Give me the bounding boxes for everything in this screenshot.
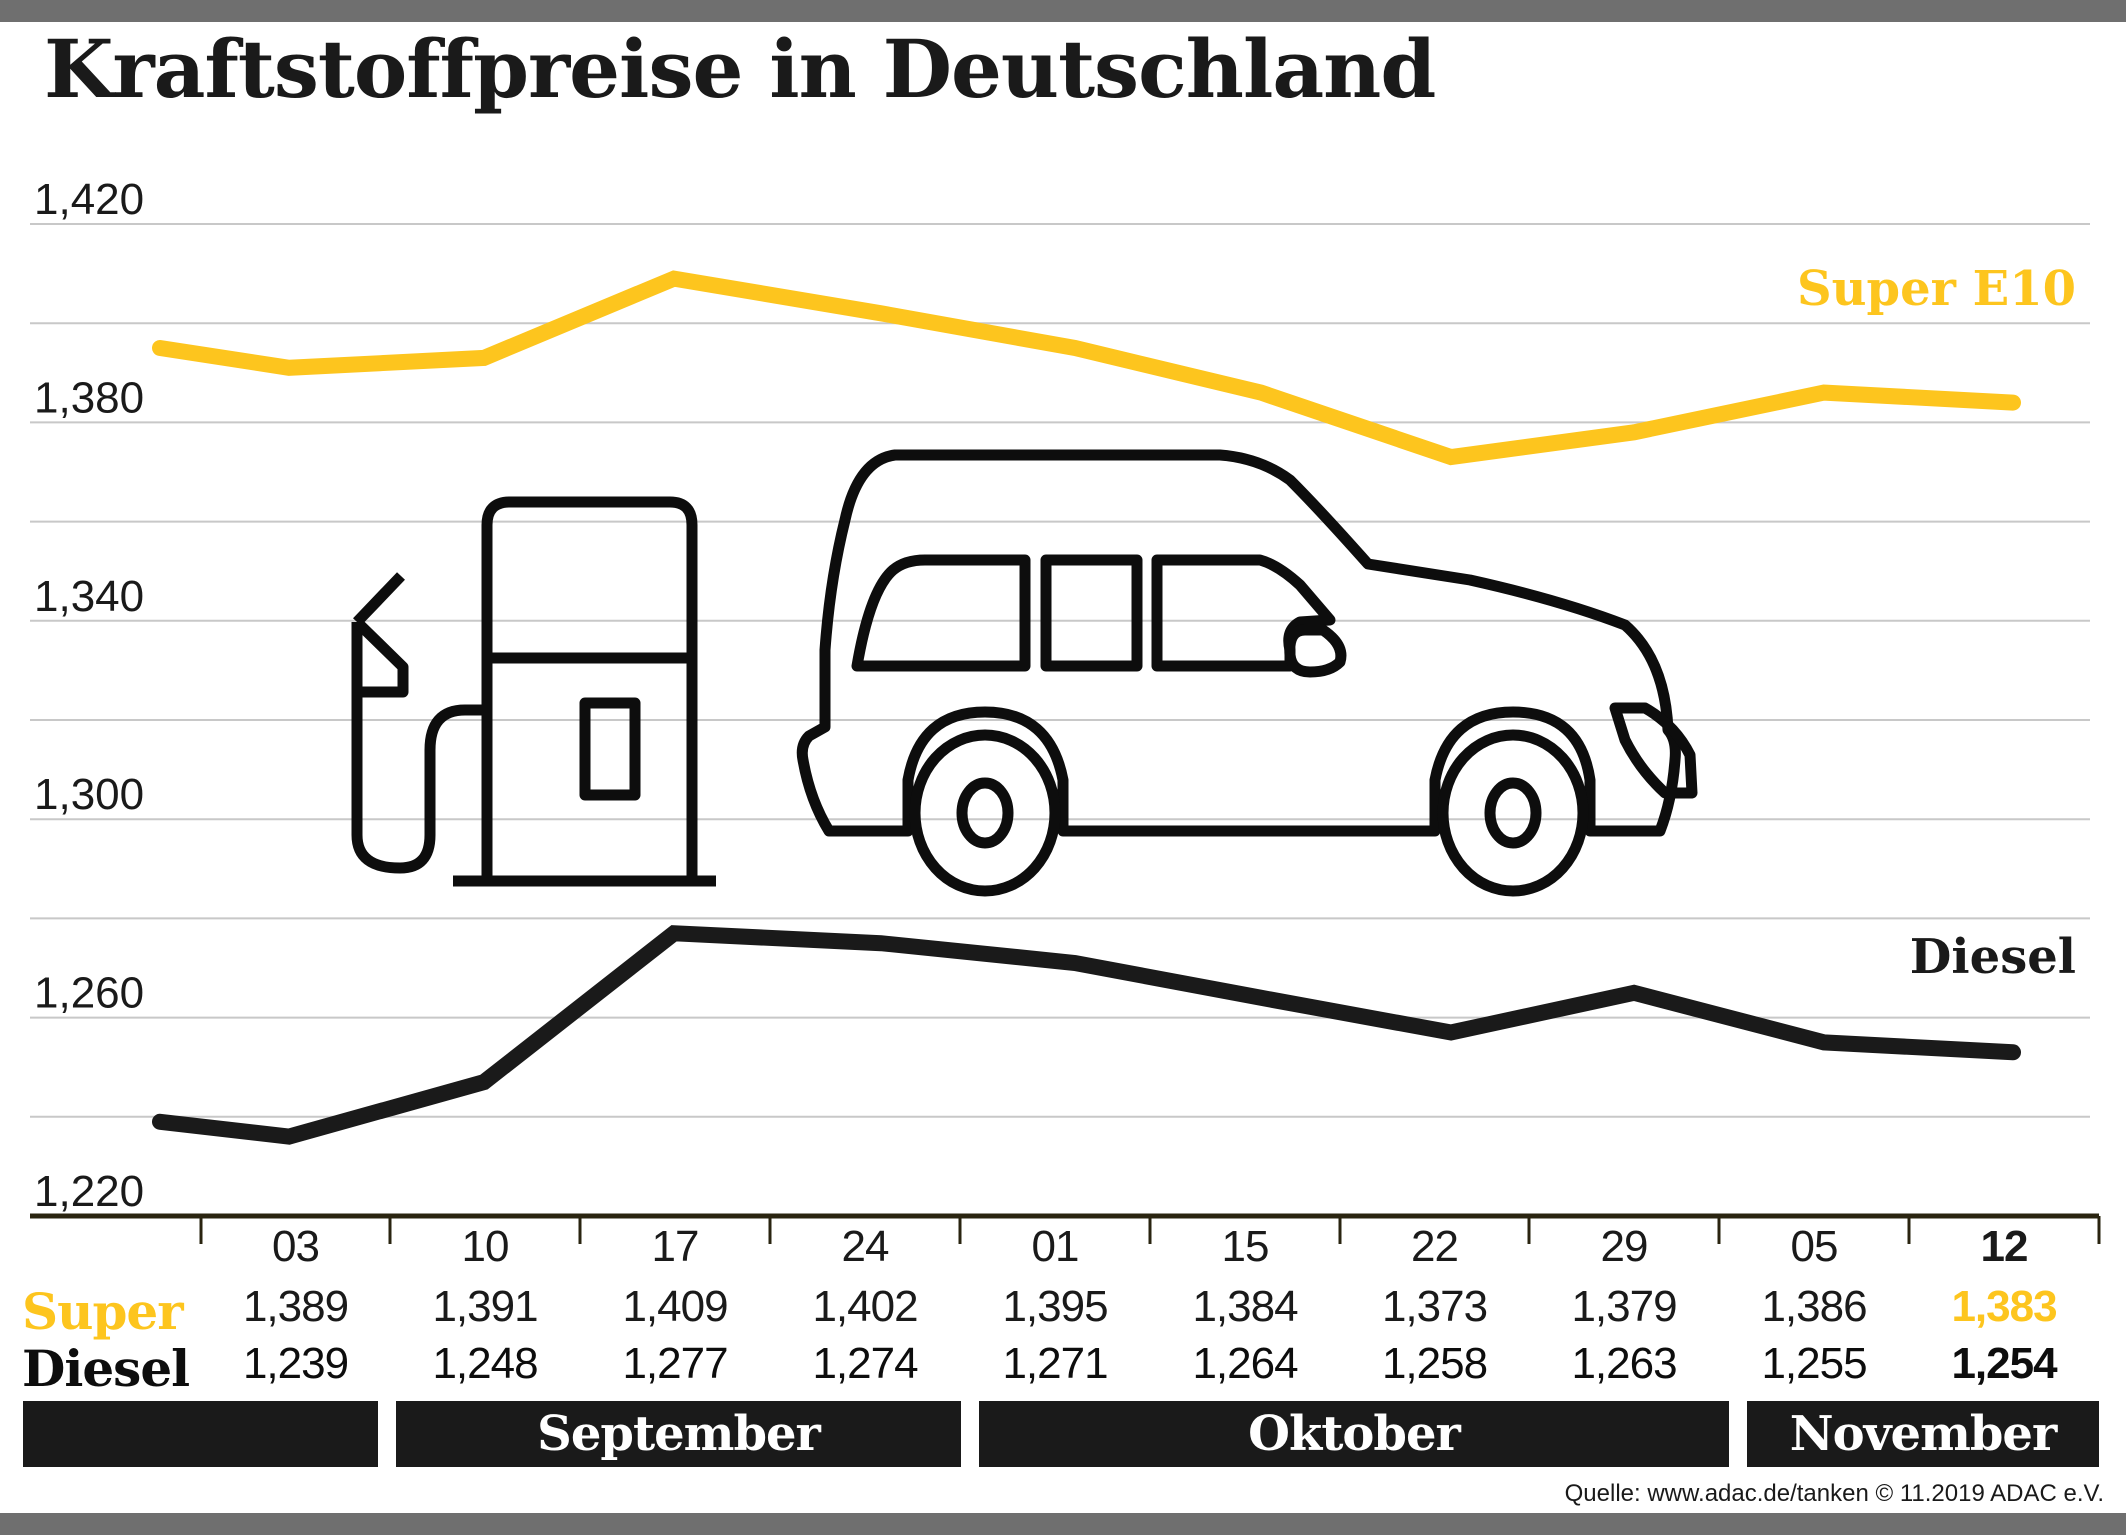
super-value: 1,402 — [812, 1282, 918, 1331]
row-label-super: Super — [22, 1282, 184, 1341]
legend-diesel: Diesel — [1910, 929, 2076, 985]
super-value: 1,383 — [1951, 1282, 2057, 1331]
month-bar-august — [23, 1401, 378, 1467]
gridlines — [30, 223, 2090, 1118]
month-bar-september: September — [396, 1401, 961, 1467]
illustration — [351, 449, 1698, 897]
month-bar-oktober: Oktober — [979, 1401, 1729, 1467]
diesel-value: 1,258 — [1381, 1339, 1488, 1388]
super-value: 1,409 — [622, 1282, 728, 1331]
diesel-row: Diesel 1,239 1,248 1,277 1,274 1,271 1,264 1,2… — [0, 1339, 2126, 1398]
super-value: 1,391 — [432, 1282, 538, 1331]
x-tick-label: 24 — [841, 1222, 890, 1271]
y-tick-label: 1,220 — [34, 1167, 144, 1216]
row-label-diesel: Diesel — [22, 1339, 190, 1398]
y-tick-label: 1,380 — [34, 373, 144, 422]
series-lines — [152, 270, 2021, 1145]
x-tick-label: 29 — [1600, 1222, 1649, 1271]
month-bar-november: November — [1747, 1401, 2099, 1467]
diesel-value: 1,277 — [622, 1339, 728, 1388]
y-tick-label: 1,420 — [34, 175, 144, 224]
super-value: 1,386 — [1761, 1282, 1867, 1331]
y-tick-label: 1,300 — [34, 770, 144, 819]
x-tick-label: 17 — [651, 1222, 700, 1271]
super-value: 1,384 — [1192, 1282, 1298, 1331]
diesel-value: 1,255 — [1761, 1339, 1867, 1388]
diesel-value: 1,271 — [1002, 1339, 1108, 1388]
diesel-line — [152, 925, 2021, 1145]
source-credit: Quelle: www.adac.de/tanken © 11.2019 ADA… — [1564, 1480, 2104, 1507]
x-tick-label: 15 — [1221, 1222, 1270, 1271]
x-axis-ticks — [199, 1216, 2101, 1244]
chart-title: Kraftstoffpreise in Deutschland — [44, 22, 1436, 116]
super-value: 1,379 — [1571, 1282, 1677, 1331]
super-value: 1,395 — [1002, 1282, 1108, 1331]
x-tick-label: 10 — [461, 1222, 510, 1271]
bottom-bar — [0, 1513, 2126, 1535]
car-icon — [796, 449, 1698, 897]
diesel-value: 1,239 — [242, 1339, 349, 1388]
super-e10-line — [152, 270, 2021, 466]
x-tick-label: 05 — [1790, 1222, 1839, 1271]
diesel-value: 1,254 — [1951, 1339, 2057, 1388]
diesel-value: 1,248 — [432, 1339, 538, 1388]
x-tick-label: 01 — [1031, 1222, 1080, 1271]
super-value: 1,389 — [242, 1282, 349, 1331]
x-tick-label: 22 — [1411, 1222, 1459, 1271]
y-tick-label: 1,340 — [34, 572, 144, 621]
fuel-pump-icon — [351, 496, 716, 887]
diesel-value: 1,264 — [1192, 1339, 1298, 1388]
y-tick-label: 1,260 — [34, 969, 144, 1018]
x-tick-label: 03 — [272, 1222, 320, 1271]
legend-super-e10: Super E10 — [1797, 261, 2076, 317]
diesel-value: 1,274 — [812, 1339, 918, 1388]
super-row: Super 1,389 1,391 1,409 1,402 1,395 1,384 1,37… — [0, 1282, 2126, 1341]
super-value: 1,373 — [1381, 1282, 1488, 1331]
diesel-value: 1,263 — [1571, 1339, 1677, 1388]
date-row: 03 10 17 24 01 15 22 29 05 12 — [0, 1222, 2126, 1278]
x-tick-label: 12 — [1980, 1222, 2029, 1271]
top-bar — [0, 0, 2126, 22]
y-axis-labels: 1,220 1,260 1,300 1,340 1,380 1,420 — [34, 175, 144, 1216]
